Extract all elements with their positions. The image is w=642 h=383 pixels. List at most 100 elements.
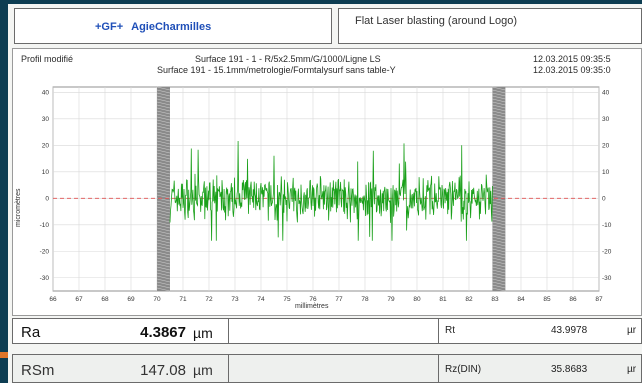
hatch-line [492,134,506,139]
hatch-line [156,164,171,169]
hatch-line [492,122,506,127]
y-tick-label-right: -30 [602,275,612,282]
y-tick-label-right: 40 [602,89,610,96]
hatch-line [492,209,506,214]
x-tick-label: 68 [101,296,109,303]
y-tick-label-left: 0 [45,195,49,202]
hatch-line [156,281,171,286]
hatch-line [492,89,506,94]
x-tick-label: 76 [309,296,317,303]
ra-value: 4.3867 [140,324,186,341]
x-tick-label: 73 [231,296,239,303]
rt-name: Rt [445,325,455,336]
hatch-line [492,128,506,133]
blank-cell [229,319,439,343]
x-tick-label: 77 [335,296,343,303]
y-tick-label-left: -20 [40,248,50,255]
hatch-line [492,218,506,223]
hatch-line [492,188,506,193]
hatch-line [492,116,506,121]
hatch-line [156,140,171,145]
rz-value: 35.8683 [551,364,588,375]
hatch-line [156,152,171,157]
hatch-line [156,101,171,106]
hatch-line [156,98,171,103]
date-line-1: 12.03.2015 09:35:5 [533,54,611,64]
ra-cell: Ra 4.3867 µm [13,319,229,343]
hatch-line [156,128,171,133]
hatch-line [156,143,171,148]
y-tick-label-right: -20 [602,248,612,255]
hatch-line [156,104,171,109]
hatch-line [492,161,506,166]
hatch-line [156,221,171,226]
hatch-line [492,167,506,172]
y-tick-label-left: 40 [42,89,50,96]
hatch-line [156,203,171,208]
hatch-line [492,224,506,229]
hatch-line [156,182,171,187]
hatch-line [492,149,506,154]
hatch-line [492,101,506,106]
x-tick-label: 83 [491,296,499,303]
x-tick-label: 75 [283,296,291,303]
hatch-line [492,86,506,91]
hatch-line [156,170,171,175]
hatch-line [156,89,171,94]
x-tick-label: 80 [413,296,421,303]
hatch-line [492,104,506,109]
hatch-line [492,203,506,208]
rt-cell: Rt 43.9978 µr [439,319,642,343]
hatch-line [156,137,171,142]
y-tick-label-right: 20 [602,142,610,149]
hatch-line [156,242,171,247]
hatch-line [156,278,171,283]
rsm-unit: µm [193,362,213,378]
y-tick-label-right: 10 [602,169,610,176]
hatch-line [492,179,506,184]
hatch-line [492,272,506,277]
hatch-line [492,140,506,145]
x-tick-label: 78 [361,296,369,303]
logo-box: +GF+ AgieCharmilles [14,8,332,44]
hatch-line [492,236,506,241]
hatch-line [156,272,171,277]
hatch-line [156,122,171,127]
hatch-line [156,173,171,178]
hatch-line [156,92,171,97]
hatch-line [492,287,506,292]
hatch-line [156,200,171,205]
hatch-line [492,215,506,220]
orange-marker [0,352,8,358]
hatch-line [492,206,506,211]
hatch-line [492,119,506,124]
hatch-line [156,113,171,118]
hatch-line [492,191,506,196]
hatch-line [492,182,506,187]
hatch-line [492,146,506,151]
rz-name: Rz(DIN) [445,364,482,375]
hatch-line [156,257,171,262]
hatch-line [492,239,506,244]
hatch-line [492,155,506,160]
logo-name: AgieCharmilles [131,21,212,33]
x-tick-label: 86 [569,296,577,303]
y-tick-label-left: -30 [40,275,50,282]
hatch-line [156,185,171,190]
hatch-line [492,185,506,190]
hatch-line [492,110,506,115]
x-axis-label: millimètres [295,303,329,310]
hatch-line [156,209,171,214]
y-tick-label-right: 30 [602,116,610,123]
result-row-rsm: RSm 147.08 µm Rz(DIN) 35.8683 µr [12,354,642,383]
hatch-line [156,251,171,256]
hatch-line [156,248,171,253]
hatch-line [156,125,171,130]
hatch-line [156,110,171,115]
report-sheet: +GF+ AgieCharmilles Flat Laser blasting (… [8,4,642,383]
rsm-cell: RSm 147.08 µm [13,355,229,382]
hatch-line [492,95,506,100]
company-logo: +GF+ AgieCharmilles [95,21,211,33]
x-tick-label: 85 [543,296,551,303]
hatch-line [492,164,506,169]
